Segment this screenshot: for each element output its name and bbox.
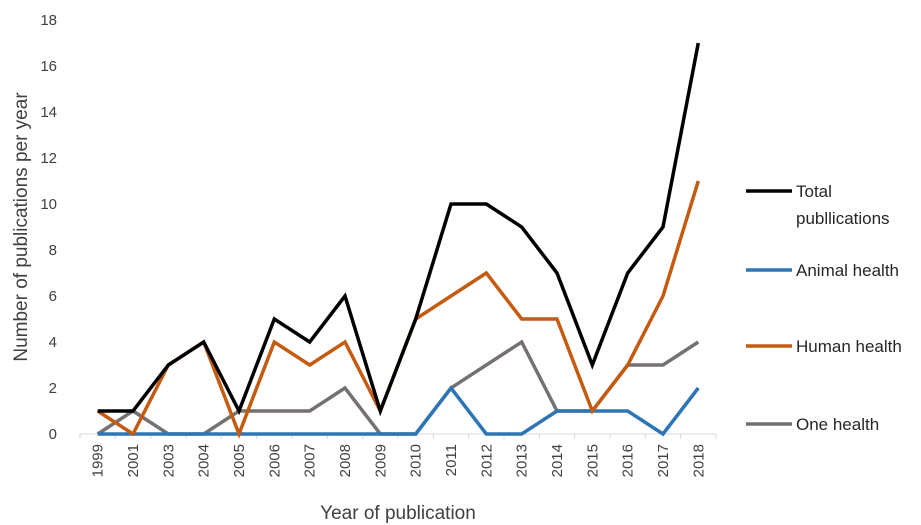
- x-tick-label: 2014: [549, 444, 566, 477]
- legend-item-total-publlications: Total publlications: [746, 182, 890, 228]
- legend-label: publlications: [796, 209, 890, 228]
- x-tick-label: 2008: [337, 444, 354, 477]
- legend-label: Human health: [796, 337, 902, 356]
- x-tick-label: 2011: [443, 444, 460, 476]
- legend-label: Animal health: [796, 261, 899, 280]
- y-tick-label: 6: [49, 288, 57, 305]
- y-tick-labels: 0 2 4 6 8 10 12 14 16 18: [40, 12, 57, 443]
- y-tick-label: 0: [49, 426, 57, 443]
- x-tick-label: 2015: [584, 444, 601, 477]
- y-tick-label: 12: [40, 150, 57, 167]
- legend-label: Total: [796, 182, 832, 201]
- x-tick-label: 1999: [90, 444, 107, 477]
- series-line-total-publlications: [97, 42, 701, 417]
- y-tick-label: 2: [49, 380, 57, 397]
- series-line-animal-health: [97, 385, 700, 437]
- x-tick-labels: 1999 2001 2003 2004 2005 2006 2007 2008 2009 2010…: [90, 444, 708, 477]
- x-tick-label: 2003: [160, 444, 177, 477]
- x-tick-label: 2010: [408, 444, 425, 477]
- x-tick-label: 2001: [125, 444, 142, 477]
- legend-label: One health: [796, 415, 879, 434]
- x-axis-title: Year of publication: [320, 503, 476, 524]
- y-tick-label: 10: [40, 196, 57, 213]
- x-tick-label: 2009: [372, 444, 389, 477]
- x-tick-label: 2006: [266, 444, 283, 477]
- series-lines: [96, 42, 701, 439]
- y-tick-label: 4: [49, 334, 57, 351]
- x-tick-label: 2016: [620, 444, 637, 477]
- y-tick-label: 8: [49, 242, 57, 259]
- legend-item-one-health: One health: [746, 415, 879, 434]
- x-tick-label: 2005: [231, 444, 248, 477]
- x-tick-label: 2007: [302, 444, 319, 477]
- legend: Total publlications Animal health Human hea…: [746, 182, 902, 434]
- x-tick-label: 2018: [690, 444, 707, 477]
- y-tick-label: 14: [40, 104, 57, 121]
- legend-item-animal-health: Animal health: [746, 261, 899, 280]
- x-tick-label: 2017: [655, 444, 672, 477]
- y-tick-label: 16: [40, 58, 57, 75]
- legend-item-human-health: Human health: [746, 337, 902, 356]
- x-tick-label: 2013: [514, 444, 531, 477]
- x-tick-label: 2004: [196, 444, 213, 477]
- series-line-human-health: [96, 180, 700, 439]
- y-axis-title: Number of publications per year: [11, 92, 32, 362]
- x-tick-label: 2012: [478, 444, 495, 477]
- y-tick-label: 18: [40, 12, 57, 29]
